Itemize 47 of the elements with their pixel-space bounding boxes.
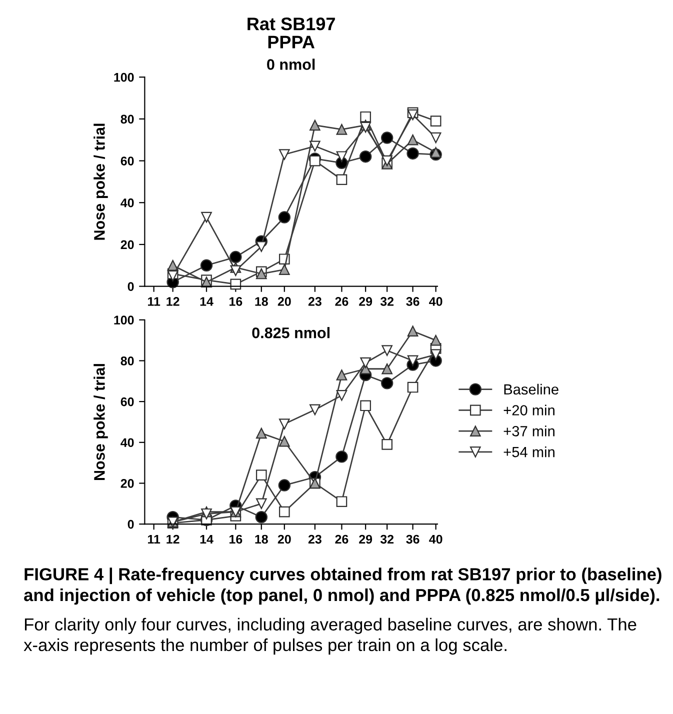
x-tick-label: 40 <box>429 534 442 544</box>
text: For clarity only four curves, including averaged baseline curves, are shown. The x-axis represents the number of pulses per train on a log scale. <box>24 618 636 655</box>
y-tick-label: 60 <box>120 397 134 406</box>
x-tick-label: 11 <box>148 297 160 306</box>
x-tick-label: 36 <box>406 534 420 544</box>
chart-subtitle: 0.825 nmol <box>252 327 330 338</box>
x-tick-label: 14 <box>200 534 214 544</box>
y-tick-label: 100 <box>114 72 134 82</box>
x-tick-label: 18 <box>255 534 268 544</box>
x-tick-label: 14 <box>200 297 214 306</box>
y-tick-label: 40 <box>120 438 134 448</box>
y-tick-label: 60 <box>120 156 134 166</box>
y-tick-label: 0 <box>128 282 134 291</box>
chart-subtitle: 0 nmol <box>267 58 315 70</box>
x-tick-label: 32 <box>380 297 394 306</box>
y-axis-title: Nose poke / trial <box>94 364 108 480</box>
y-tick-label: 80 <box>120 114 134 124</box>
x-tick-label: 11 <box>148 534 160 544</box>
y-tick-label: 100 <box>114 316 134 325</box>
x-tick-label: 23 <box>308 297 322 306</box>
y-tick-label: 20 <box>120 240 134 250</box>
x-tick-label: 26 <box>335 297 348 306</box>
x-tick-label: 18 <box>255 297 268 306</box>
caption: FIGURE 4 | Rate-frequency curves obtained from rat SB197 prior to (baseline) and injection of vehicle (top panel, 0 nmol) and PPPA (0.825 nmol/0.5 μl/side). <box>24 568 662 605</box>
x-tick-label: 12 <box>166 534 180 544</box>
y-tick-label: 20 <box>120 479 134 488</box>
x-tick-label: 12 <box>166 297 180 306</box>
x-tick-label: 23 <box>308 534 322 544</box>
y-tick-label: 40 <box>120 198 134 208</box>
x-tick-label: 20 <box>278 534 291 544</box>
legend-label: +20 min <box>504 404 554 416</box>
y-tick-label: 0 <box>128 520 134 529</box>
x-tick-label: 40 <box>429 297 442 306</box>
x-tick-label: 26 <box>335 534 348 544</box>
x-tick-label: 16 <box>230 534 242 544</box>
x-tick-label: 29 <box>359 534 372 544</box>
x-tick-label: 32 <box>380 534 394 544</box>
y-tick-label: 80 <box>120 356 134 366</box>
legend-label: Baseline <box>504 384 558 395</box>
legend-label: +54 min <box>504 446 554 458</box>
x-tick-label: 20 <box>278 297 291 306</box>
chart-title: Rat SB197 PPPA <box>248 18 335 48</box>
x-tick-label: 16 <box>230 297 242 306</box>
x-tick-label: 36 <box>406 297 420 306</box>
legend-label: +37 min <box>504 426 554 436</box>
y-axis-title: Nose poke / trial <box>94 124 108 240</box>
x-tick-label: 29 <box>359 297 372 306</box>
